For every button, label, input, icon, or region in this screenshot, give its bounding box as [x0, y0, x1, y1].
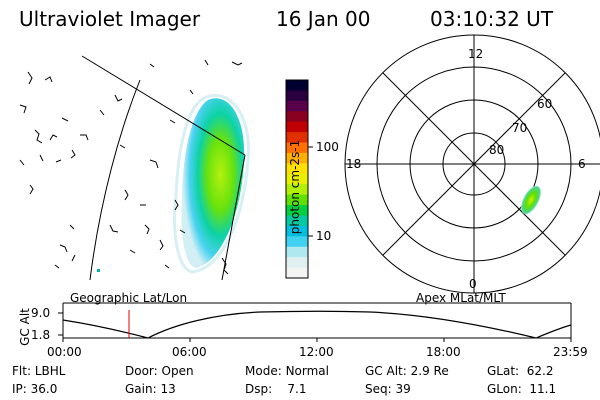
- timeline-xtick: 06:00: [172, 345, 207, 359]
- info-gc-alt: GC Alt: 2.9 Re: [365, 364, 449, 378]
- colorbar-ticks: [308, 146, 313, 237]
- polar-aurora-spot: [521, 185, 541, 215]
- timeline-xtick: 12:00: [299, 345, 334, 359]
- colorbar-swatch: [286, 267, 308, 279]
- info-door: Door: Open: [125, 364, 194, 378]
- timeline-chart: [58, 302, 572, 342]
- aurora-oval: [181, 98, 245, 269]
- info-ip: IP: 36.0: [12, 382, 58, 396]
- timeline-xtick: 00:00: [47, 345, 82, 359]
- observation-date: 16 Jan 00: [276, 7, 371, 31]
- instrument-title: Ultraviolet Imager: [19, 7, 201, 31]
- colorbar-swatch: [286, 100, 308, 112]
- info-flt: Flt: LBHL: [12, 364, 66, 378]
- coastline-fragments: [19, 59, 243, 275]
- lat-label-80: 80: [489, 143, 505, 157]
- colorbar-swatch: [286, 257, 308, 269]
- info-gain: Gain: 13: [125, 382, 176, 396]
- lat-label-60: 60: [537, 97, 553, 111]
- altitude-curve: [62, 310, 572, 339]
- colorbar-swatch: [286, 90, 308, 102]
- colorbar-label: photon cm-2s-1: [288, 139, 302, 235]
- map-marker: [97, 269, 100, 272]
- timeline-ylabel: GC Alt: [18, 308, 32, 346]
- info-mode: Mode: Normal: [245, 364, 329, 378]
- observation-time: 03:10:32 UT: [430, 7, 554, 31]
- timeline-ytick-high: 9.0: [31, 306, 51, 320]
- mlt-label-12: 12: [468, 47, 484, 61]
- apex-map-title: Apex MLat/MLT: [416, 291, 506, 305]
- info-seq: Seq: 39: [365, 382, 411, 396]
- timeline-ytick-low: 1.8: [31, 328, 51, 342]
- colorbar-swatch: [286, 80, 308, 92]
- mlt-label-6: 6: [578, 157, 586, 171]
- info-dsp: Dsp: 7.1: [245, 382, 307, 396]
- map-grid-lines: [81, 55, 246, 281]
- geographic-map-title: Geographic Lat/Lon: [70, 291, 188, 305]
- mlt-label-0: 0: [469, 277, 477, 291]
- info-glat: GLat: 62.2: [487, 364, 554, 378]
- polar-grid: [344, 34, 600, 294]
- colorbar-tick-100: 100: [316, 140, 339, 154]
- colorbar-swatch: [286, 111, 308, 123]
- timeline-xtick: 23:59: [553, 345, 588, 359]
- colorbar-tick-10: 10: [316, 229, 332, 243]
- lat-label-70: 70: [512, 121, 528, 135]
- info-glon: GLon: 11.1: [487, 382, 557, 396]
- aurora-halo: [173, 93, 250, 274]
- timeline-xtick: 18:00: [426, 345, 461, 359]
- mlt-label-18: 18: [346, 157, 362, 171]
